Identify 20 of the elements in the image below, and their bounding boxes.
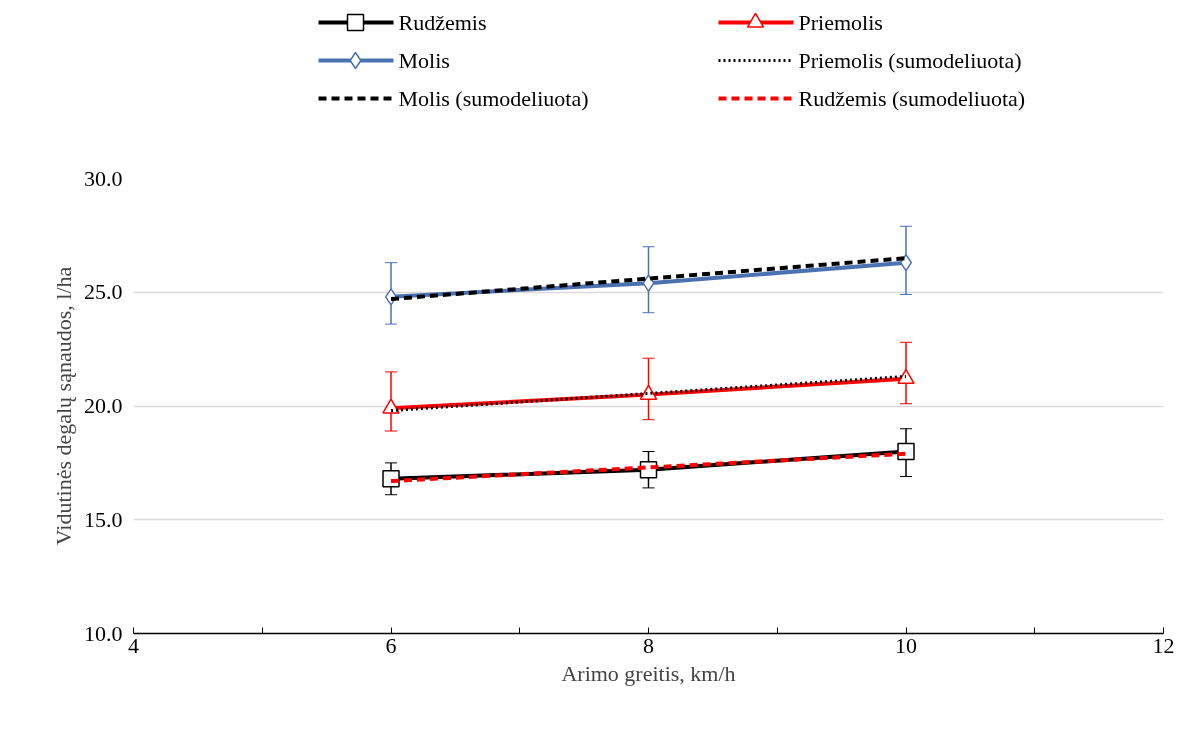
y-tick-label: 20.0 — [84, 393, 123, 418]
y-tick-label: 25.0 — [84, 279, 123, 305]
point — [899, 253, 913, 272]
x-axis-title: Arimo greitis, km/h — [561, 660, 736, 686]
y-tick-label: 10.0 — [84, 620, 123, 646]
legend-label: Rudžemis — [398, 10, 487, 35]
y-axis-title: Vidutinės degalų sąnaudos, l/ha — [51, 266, 76, 546]
legend-label: Molis (sumodeliuota) — [398, 86, 589, 111]
x-tick-label: 4 — [128, 632, 139, 658]
x-tick-label: 12 — [1152, 632, 1175, 658]
legend-label: Priemolis — [798, 10, 883, 35]
legend-label: Molis — [398, 48, 450, 73]
x-tick-label: 10 — [895, 632, 917, 658]
y-tick-label: 15.0 — [84, 506, 123, 532]
point — [642, 274, 655, 292]
legend-label: Rudžemis (sumodeliuota) — [798, 86, 1026, 111]
x-tick-label: 6 — [385, 632, 397, 658]
legend-label: Priemolis (sumodeliuota) — [798, 48, 1022, 73]
y-tick-label: 30.0 — [84, 165, 123, 191]
x-tick-label: 8 — [643, 632, 654, 658]
